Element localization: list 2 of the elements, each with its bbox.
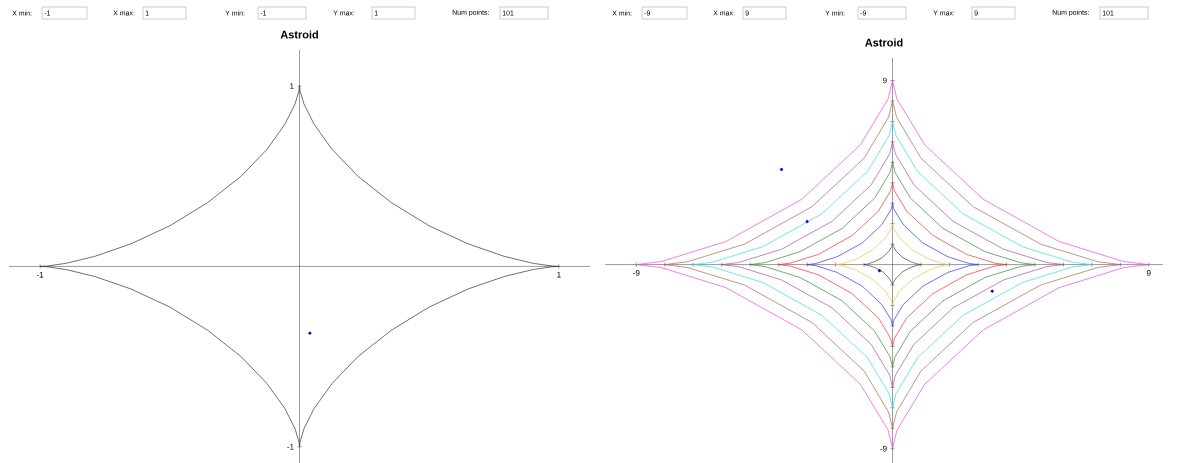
chart-title: Astroid <box>280 30 318 39</box>
chart-title: Astroid <box>865 38 903 47</box>
